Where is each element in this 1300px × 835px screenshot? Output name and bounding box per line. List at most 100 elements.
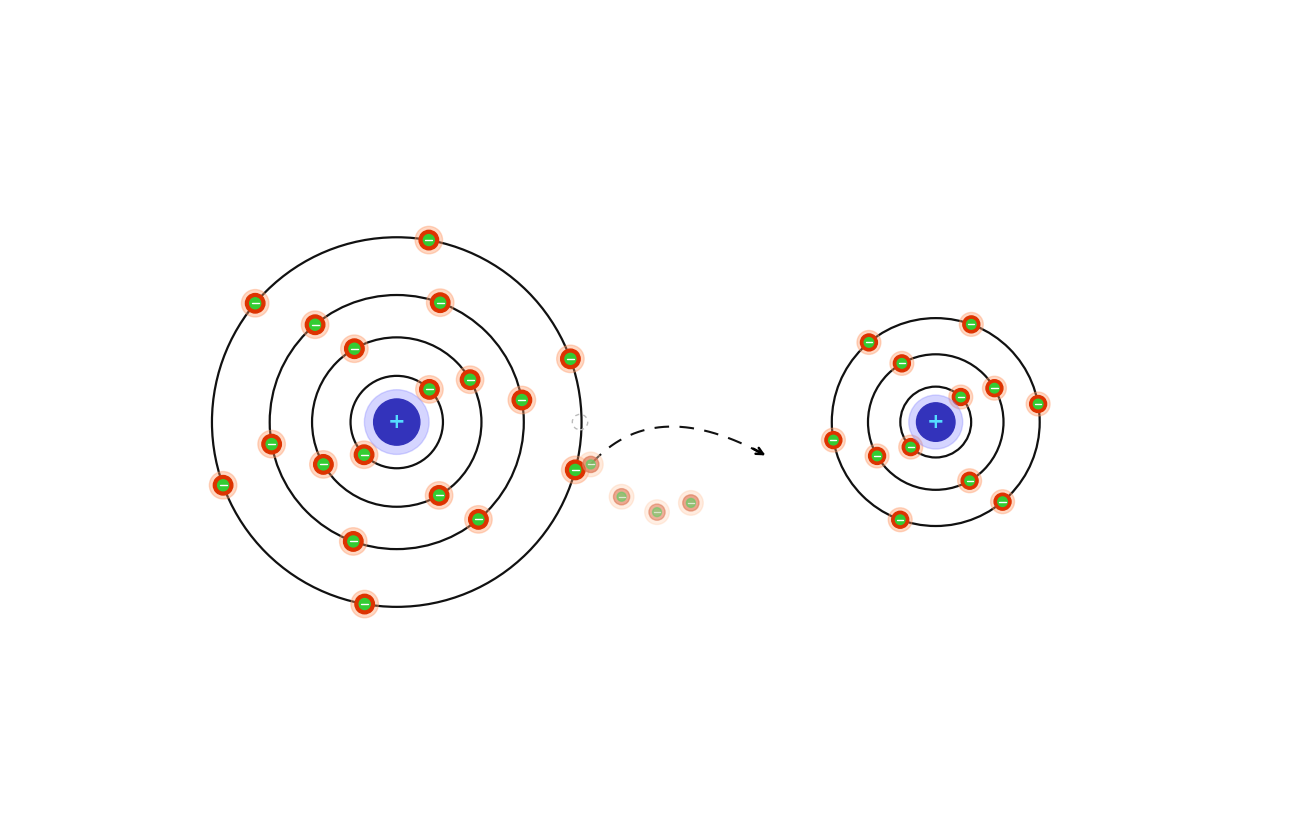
Circle shape: [313, 455, 333, 474]
Circle shape: [344, 339, 364, 358]
Circle shape: [861, 334, 878, 351]
Circle shape: [348, 343, 360, 354]
Circle shape: [679, 491, 703, 515]
Circle shape: [610, 484, 634, 509]
Circle shape: [359, 599, 370, 610]
Circle shape: [309, 319, 321, 330]
Circle shape: [456, 366, 484, 393]
Circle shape: [318, 459, 329, 470]
Circle shape: [991, 490, 1014, 514]
Circle shape: [560, 349, 580, 368]
Circle shape: [645, 500, 670, 524]
Circle shape: [351, 441, 378, 468]
Circle shape: [682, 495, 699, 511]
Circle shape: [430, 293, 450, 312]
Circle shape: [1030, 396, 1047, 412]
Circle shape: [1034, 399, 1043, 409]
Circle shape: [872, 451, 881, 461]
Text: +: +: [387, 412, 406, 432]
Circle shape: [341, 335, 368, 362]
Circle shape: [586, 460, 595, 469]
Circle shape: [415, 226, 442, 254]
Circle shape: [826, 432, 842, 448]
Circle shape: [562, 456, 589, 483]
Circle shape: [359, 449, 369, 460]
Circle shape: [556, 345, 584, 372]
Circle shape: [508, 387, 536, 413]
Circle shape: [618, 493, 627, 501]
Circle shape: [351, 590, 378, 618]
Circle shape: [473, 514, 484, 525]
Circle shape: [355, 445, 374, 464]
Circle shape: [857, 331, 881, 354]
Circle shape: [257, 430, 286, 458]
Circle shape: [649, 504, 666, 520]
Circle shape: [1026, 392, 1050, 416]
Circle shape: [425, 482, 452, 509]
Circle shape: [434, 490, 445, 501]
Circle shape: [898, 435, 923, 459]
Circle shape: [963, 316, 980, 333]
Circle shape: [424, 235, 434, 245]
Circle shape: [348, 536, 359, 547]
Circle shape: [246, 294, 265, 313]
Circle shape: [516, 394, 528, 406]
Circle shape: [614, 488, 629, 505]
Circle shape: [956, 392, 966, 402]
Circle shape: [566, 460, 585, 479]
Text: +: +: [927, 412, 945, 432]
Circle shape: [306, 315, 325, 335]
Circle shape: [998, 497, 1008, 507]
Circle shape: [426, 289, 454, 316]
Circle shape: [469, 509, 489, 529]
Circle shape: [686, 498, 696, 508]
Circle shape: [217, 480, 229, 491]
Circle shape: [891, 352, 914, 375]
Circle shape: [419, 230, 438, 250]
Circle shape: [828, 435, 838, 445]
Circle shape: [339, 528, 367, 555]
Circle shape: [961, 473, 978, 489]
Circle shape: [416, 376, 443, 403]
Circle shape: [893, 355, 910, 372]
Circle shape: [566, 353, 576, 364]
Circle shape: [864, 337, 874, 347]
Circle shape: [424, 384, 436, 395]
Circle shape: [266, 438, 277, 449]
Circle shape: [242, 290, 269, 317]
Circle shape: [569, 464, 581, 475]
Circle shape: [897, 358, 906, 368]
Circle shape: [994, 493, 1011, 510]
Circle shape: [464, 506, 493, 533]
Circle shape: [822, 428, 845, 452]
Circle shape: [892, 511, 909, 529]
Circle shape: [420, 380, 439, 399]
Circle shape: [209, 472, 237, 499]
Circle shape: [213, 475, 233, 495]
Circle shape: [989, 383, 1000, 393]
Circle shape: [261, 434, 281, 454]
Circle shape: [460, 370, 480, 389]
Circle shape: [434, 297, 446, 308]
Circle shape: [916, 402, 956, 442]
Circle shape: [868, 448, 885, 464]
Circle shape: [429, 486, 448, 505]
Circle shape: [906, 443, 915, 452]
Circle shape: [582, 456, 599, 473]
Circle shape: [309, 451, 337, 478]
Circle shape: [958, 468, 982, 493]
Circle shape: [949, 385, 972, 409]
Circle shape: [250, 298, 261, 309]
Circle shape: [578, 452, 603, 477]
Circle shape: [965, 476, 975, 485]
Circle shape: [985, 380, 1002, 397]
Circle shape: [902, 438, 919, 456]
Circle shape: [464, 374, 476, 385]
Circle shape: [953, 388, 970, 406]
Circle shape: [864, 444, 889, 468]
Circle shape: [373, 399, 420, 445]
Circle shape: [355, 595, 374, 614]
Circle shape: [896, 515, 905, 524]
Circle shape: [343, 532, 363, 551]
Circle shape: [512, 390, 532, 410]
